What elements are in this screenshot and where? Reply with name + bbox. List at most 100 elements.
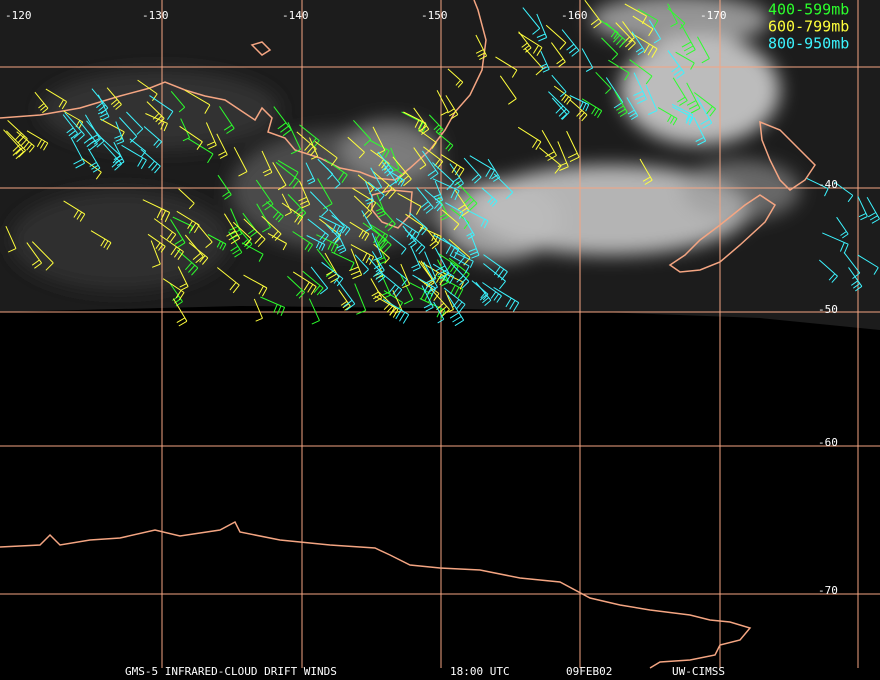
wind-barb: [7, 120, 28, 147]
wind-barb: [601, 37, 619, 61]
wind-barb: [26, 242, 43, 269]
wind-barb: [466, 209, 489, 229]
wind-barb: [361, 210, 373, 232]
wind-barb: [481, 187, 498, 207]
wind-barb: [605, 77, 624, 109]
wind-barb: [672, 77, 688, 106]
wind-barb: [354, 283, 367, 315]
wind-barb: [370, 167, 383, 192]
wind-barb: [548, 91, 570, 120]
wind-barb: [443, 287, 466, 313]
wind-barb: [843, 252, 861, 279]
wind-barb: [229, 208, 243, 239]
wind-barb: [216, 133, 228, 159]
wind-barb: [367, 181, 385, 202]
wind-barb: [403, 111, 427, 132]
latitude-labels: -40 -50 -60 -70: [818, 178, 838, 597]
wind-barb: [495, 56, 518, 78]
wind-barb: [413, 107, 430, 135]
wind-barb: [631, 31, 645, 56]
wind-barb: [633, 72, 647, 105]
wind-barb: [281, 202, 304, 225]
wind-barb: [298, 180, 311, 209]
wind-barb: [370, 278, 383, 303]
wind-barb: [306, 235, 326, 251]
wind-barb: [557, 141, 569, 171]
wind-barb: [493, 173, 514, 200]
wind-barb: [437, 252, 459, 275]
wind-barb: [435, 131, 454, 152]
nz-south-island: [668, 194, 777, 273]
wind-barb: [255, 179, 274, 211]
wind-barb: [63, 200, 86, 222]
wind-barb: [380, 272, 403, 298]
footer: GMS-5 INFRARED-CLOUD DRIFT WINDS 18:00 U…: [125, 665, 725, 678]
wind-barb: [416, 187, 434, 214]
wind-barb: [483, 263, 506, 290]
wind-barb: [336, 279, 356, 311]
wind-barb: [273, 106, 292, 137]
wind-barb: [3, 129, 24, 160]
wind-barb: [121, 144, 147, 169]
wind-barb: [639, 158, 653, 185]
island: [250, 41, 272, 56]
wind-barb: [256, 203, 271, 233]
lon-label: -160: [561, 9, 588, 22]
wind-barb: [866, 197, 880, 224]
wind-barb: [97, 134, 121, 164]
wind-barb: [433, 180, 444, 204]
wind-barb: [177, 266, 189, 291]
wind-barb: [445, 202, 464, 220]
wind-barb: [475, 281, 492, 306]
wind-barb: [857, 254, 879, 275]
wind-barb: [584, 0, 602, 29]
wind-barb: [569, 95, 590, 112]
nz-north-island: [759, 120, 816, 191]
wind-barb: [483, 254, 508, 281]
wind-barb: [169, 283, 183, 307]
wind-barb: [697, 36, 710, 64]
wind-barb: [428, 114, 444, 135]
wind-barb: [373, 243, 390, 264]
wind-barb: [372, 171, 396, 200]
wind-barb: [70, 137, 86, 169]
footer-product: GMS-5 INFRARED-CLOUD DRIFT WINDS: [125, 665, 337, 678]
wind-barb: [314, 140, 338, 166]
wind-barb: [818, 259, 838, 283]
wind-barb: [362, 222, 387, 249]
wind-barb: [469, 155, 495, 180]
wind-barb: [456, 181, 478, 211]
wind-barb: [87, 148, 101, 173]
wind-barb: [243, 218, 266, 248]
wind-barb: [449, 262, 470, 289]
lat-label: -40: [818, 178, 838, 191]
wind-barb: [397, 192, 422, 215]
wind-barb: [349, 221, 370, 241]
wind-barb: [142, 199, 171, 223]
wind-barb: [178, 188, 195, 210]
wind-barb: [336, 231, 347, 254]
wind-barb: [388, 264, 408, 287]
wind-barb: [287, 275, 305, 299]
wind-barb: [518, 32, 543, 56]
wind-barb: [404, 229, 426, 255]
wind-barb: [253, 298, 263, 322]
wind-barb: [219, 106, 235, 134]
wind-barb: [281, 193, 292, 217]
wind-barb: [16, 131, 35, 153]
wind-barb: [696, 97, 713, 129]
wind-barb: [184, 89, 211, 114]
wind-barb: [184, 234, 204, 264]
wind-barb: [275, 161, 300, 189]
wind-barb: [410, 245, 421, 272]
wind-barb: [172, 298, 188, 327]
wind-barb: [261, 215, 282, 241]
wind-barb: [400, 263, 411, 289]
legend-item: 400-599mb: [768, 1, 849, 19]
wind-barb: [34, 91, 49, 114]
wind-barb: [188, 242, 209, 265]
longitude-labels: -120 -130 -140 -150 -160 -170: [5, 9, 727, 22]
wind-barb: [196, 222, 213, 248]
